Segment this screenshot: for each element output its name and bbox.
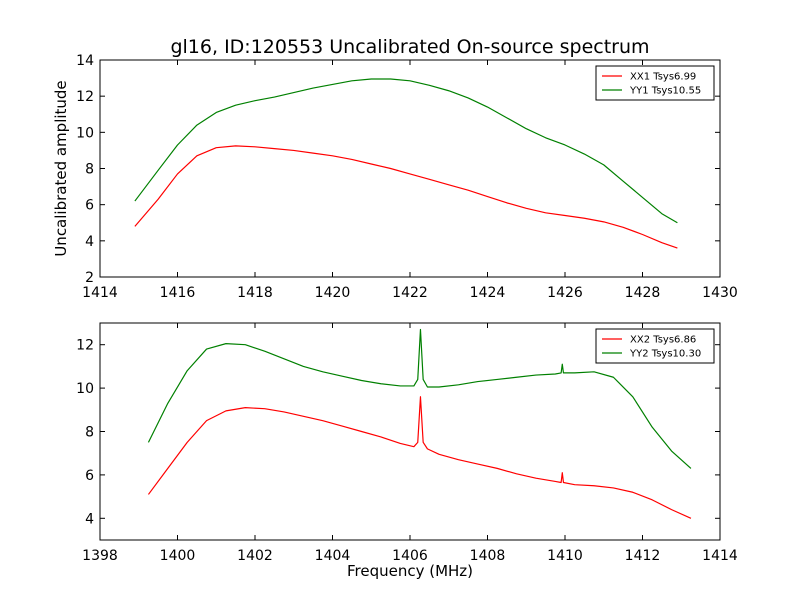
top-series-line-xx	[134, 145, 678, 249]
top-y-tick-label: 8	[85, 162, 94, 178]
top-panel: 1414 1416 1418 1420 1422 1424 1426 1428 1430 2 4 6 8…	[52, 53, 738, 301]
top-y-tick-label: 14	[76, 53, 94, 69]
bottom-panel: 1398 1400 1402 1404 1406 1408 1410 1412 1414 4 6 8 1…	[76, 322, 738, 580]
top-x-tick-label: 1418	[237, 285, 273, 301]
bottom-series-line-xx	[147, 396, 692, 519]
top-legend-box	[595, 65, 715, 101]
bottom-x-tick-label: 1402	[237, 548, 273, 564]
bottom-legend-box	[595, 328, 715, 364]
top-x-tick-label: 1430	[702, 285, 738, 301]
top-y-tick-label: 6	[85, 198, 94, 214]
top-series-line-yy	[134, 78, 678, 224]
top-y-tick-label: 2	[85, 270, 94, 286]
bottom-series-line-yy	[147, 328, 692, 469]
top-y-tick-label: 12	[76, 89, 94, 105]
top-legend: XX1 Tsys6.99 YY1 Tsys10.55	[595, 65, 715, 101]
top-x-tick-label: 1414	[82, 285, 118, 301]
bottom-x-tick-label: 1414	[702, 548, 738, 564]
top-x-tick-label: 1420	[315, 285, 351, 301]
top-x-tick-label: 1424	[470, 285, 506, 301]
top-x-tick-label: 1426	[547, 285, 583, 301]
bottom-y-tick-label: 10	[76, 381, 94, 397]
bottom-y-tick-label: 6	[85, 468, 94, 484]
bottom-y-tick-label: 4	[85, 511, 94, 527]
bottom-x-tick-label: 1398	[82, 548, 118, 564]
top-legend-label: YY1 Tsys10.55	[629, 86, 701, 97]
top-legend-label: XX1 Tsys6.99	[630, 72, 696, 83]
bottom-x-tick-label: 1412	[625, 548, 661, 564]
bottom-y-tick-label: 12	[76, 338, 94, 354]
bottom-x-tick-label: 1408	[470, 548, 506, 564]
bottom-x-tick-label: 1400	[160, 548, 196, 564]
bottom-x-tick-label: 1410	[547, 548, 583, 564]
top-y-axis-label: Uncalibrated amplitude	[52, 80, 70, 256]
bottom-x-axis-label: Frequency (MHz)	[347, 562, 473, 580]
bottom-x-tick-label: 1404	[315, 548, 351, 564]
chart-title: gl16, ID:120553 Uncalibrated On-source s…	[170, 36, 649, 58]
top-x-tick-label: 1416	[160, 285, 196, 301]
bottom-y-tick-label: 8	[85, 425, 94, 441]
bottom-legend: XX2 Tsys6.86 YY2 Tsys10.30	[595, 328, 715, 364]
bottom-legend-label: YY2 Tsys10.30	[629, 349, 701, 360]
top-x-tick-label: 1422	[392, 285, 428, 301]
top-x-tick-label: 1428	[625, 285, 661, 301]
bottom-x-tick-label: 1406	[392, 548, 428, 564]
top-y-tick-label: 4	[85, 234, 94, 250]
top-y-tick-label: 10	[76, 125, 94, 141]
bottom-legend-label: XX2 Tsys6.86	[630, 335, 696, 346]
